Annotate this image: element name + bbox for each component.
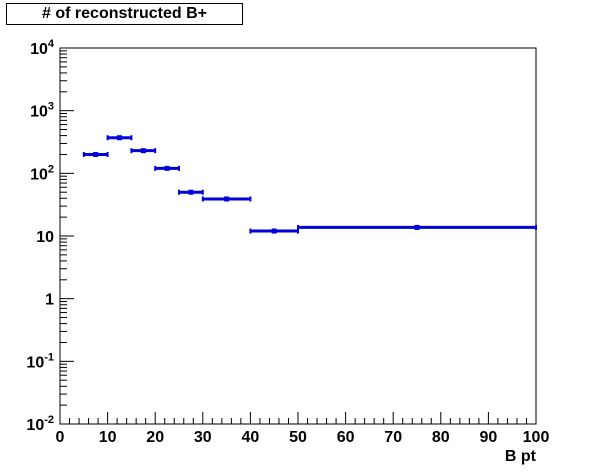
title-box: # of reconstructed B+ — [6, 3, 243, 25]
data-bin — [82, 151, 109, 157]
data-bin — [106, 135, 133, 141]
y-tick-base: 10 — [36, 229, 54, 246]
x-tick-label: 80 — [432, 429, 450, 446]
bin-marker — [188, 189, 194, 195]
y-tick-label: 10 — [36, 229, 54, 246]
y-tick-label: 104 — [30, 38, 55, 58]
y-tick-label: 103 — [30, 101, 54, 121]
bin-marker — [164, 165, 170, 171]
plot-frame — [59, 47, 537, 425]
axes: 0 10 20 30 40 50 60 70 80 90 10010-210-11101021031… — [26, 38, 549, 446]
data-marks — [82, 135, 537, 234]
x-tick-label: 60 — [337, 429, 355, 446]
x-tick-label: 100 — [523, 429, 550, 446]
y-tick-label: 10-2 — [26, 414, 54, 434]
x-tick-label: 10 — [99, 429, 117, 446]
bin-marker — [414, 224, 420, 230]
data-bin — [178, 189, 204, 195]
bin-marker — [271, 228, 277, 234]
y-tick-label: 102 — [30, 163, 54, 183]
data-bin — [297, 224, 537, 230]
y-tick-label: 1 — [45, 292, 54, 309]
data-bin — [249, 228, 299, 234]
bin-marker — [93, 151, 99, 157]
y-tick-base: 10 — [30, 41, 48, 58]
data-bin — [201, 196, 252, 202]
y-tick-exponent: 4 — [48, 38, 55, 50]
chart-title: # of reconstructed B+ — [42, 5, 207, 22]
y-tick-base: 1 — [45, 292, 54, 309]
data-bin — [130, 148, 157, 154]
y-tick-exponent: -1 — [44, 351, 54, 363]
x-tick-label: 30 — [194, 429, 212, 446]
y-tick-label: 10-1 — [26, 351, 54, 371]
y-tick-base: 10 — [30, 166, 48, 183]
y-tick-base: 10 — [30, 104, 48, 121]
x-tick-label: 20 — [146, 429, 164, 446]
bin-marker — [140, 148, 146, 154]
y-tick-exponent: 2 — [48, 163, 54, 175]
bin-marker — [117, 135, 122, 141]
y-tick-base: 10 — [26, 417, 44, 434]
bin-marker — [224, 196, 230, 202]
y-tick-exponent: -2 — [44, 414, 54, 426]
data-bin — [154, 165, 180, 171]
x-tick-label: 50 — [289, 429, 307, 446]
x-tick-label: 70 — [384, 429, 402, 446]
x-tick-label: 40 — [242, 429, 260, 446]
x-tick-label: 90 — [480, 429, 498, 446]
y-tick-base: 10 — [26, 354, 44, 371]
x-axis-label: B pt — [505, 448, 537, 465]
y-tick-exponent: 3 — [48, 101, 54, 113]
x-tick-label: 0 — [56, 429, 65, 446]
